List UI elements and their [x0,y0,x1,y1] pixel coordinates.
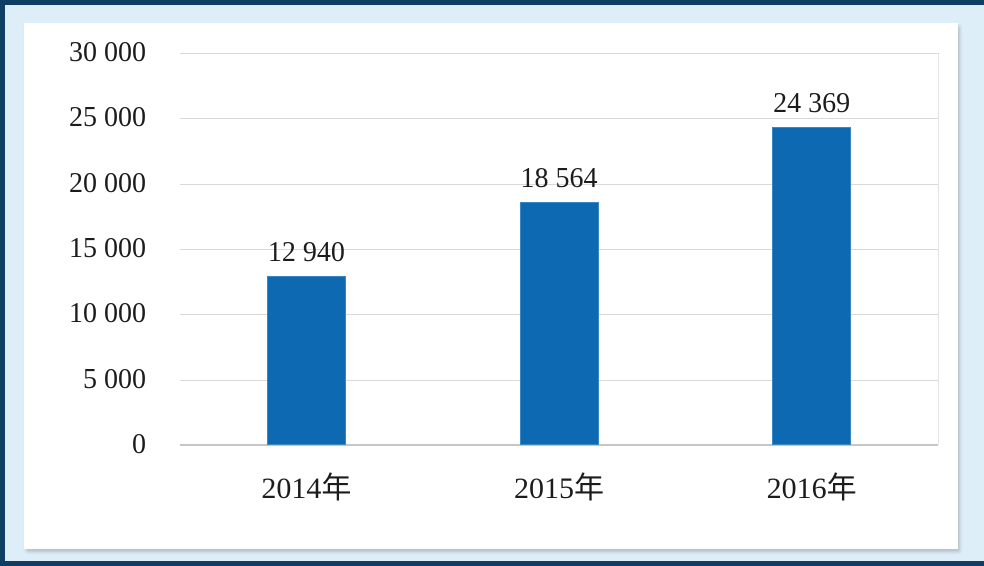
gridline [180,444,938,446]
bar-2014 [266,275,346,445]
x-axis-category-label: 2015年 [514,472,604,505]
bar-value-label: 24 369 [773,87,851,119]
y-axis-tick-label: 10 000 [69,298,146,330]
x-axis-category-label: 2016年 [766,472,857,505]
gridline [180,183,938,185]
bar-value-label: 12 940 [267,236,345,268]
y-axis-tick-label: 5 000 [83,363,146,395]
y-axis-tick-label: 25 000 [69,102,146,134]
bar-2015 [519,202,599,445]
chart-panel: 12 940 18 564 24 369 30 000 25 000 20 000 15 … [24,23,958,549]
bar-value-label: 18 564 [520,163,598,195]
plot-area: 12 940 18 564 24 369 [180,53,939,446]
gridline [180,118,938,120]
y-axis-tick-label: 15 000 [69,233,146,264]
y-axis-tick-label: 20 000 [69,167,146,199]
x-axis-category-label: 2014年 [261,472,352,505]
bar-2016 [772,126,852,445]
y-axis-tick-label: 30 000 [69,37,146,68]
y-axis-tick-label: 0 [132,429,146,460]
gridline [180,53,938,54]
